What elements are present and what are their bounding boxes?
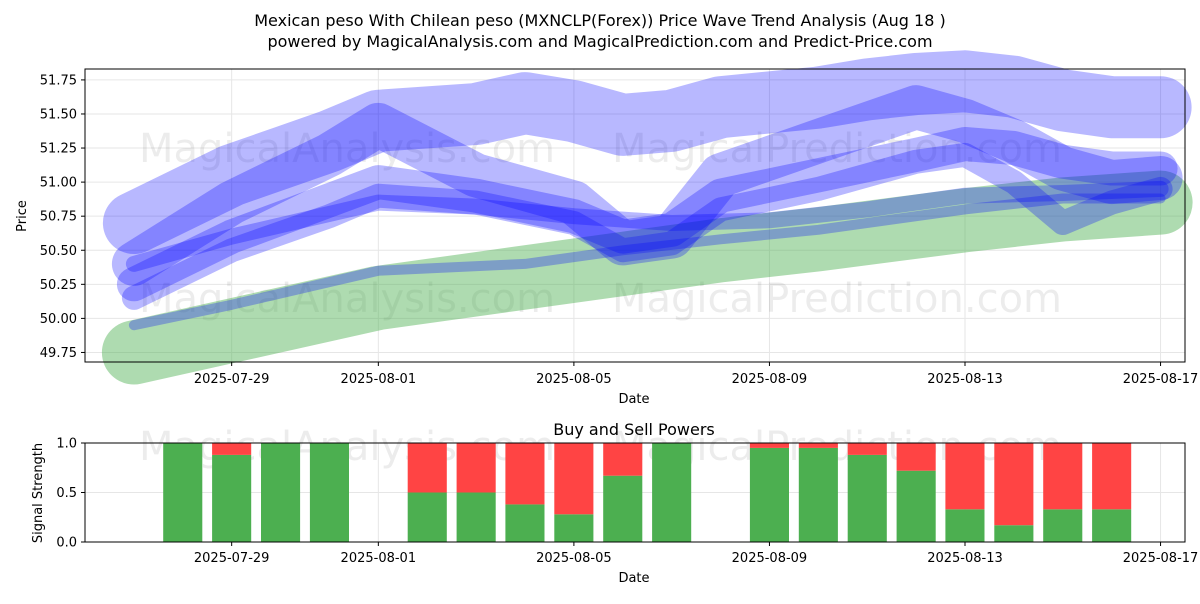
power-x-tick-label: 2025-08-05: [536, 551, 612, 566]
power-x-ticks: 2025-07-29 2025-08-01 2025-08-05 2025-08-09…: [194, 542, 1198, 566]
price-y-tick-label: 51.50: [40, 107, 77, 122]
sell-power-bar: [896, 443, 936, 471]
power-x-tick-label: 2025-07-29: [194, 551, 270, 566]
sell-power-bar: [945, 443, 985, 510]
sell-power-bar: [1043, 443, 1083, 510]
buy-power-bar: [212, 454, 252, 542]
power-x-axis-label: Date: [618, 571, 649, 586]
price-y-ticks: 49.75 50.00 50.25 50.50 50.75 51.00 51.25 51.50…: [40, 73, 85, 361]
price-blue-wave-4: [121, 142, 1173, 310]
price-x-tick-label: 2025-08-01: [341, 372, 417, 387]
buy-power-bar: [1043, 509, 1083, 542]
price-x-tick-label: 2025-08-05: [536, 372, 612, 387]
power-bars-layer: [163, 443, 1132, 542]
figure-title-line1: Mexican peso With Chilean peso (MXNCLP(F…: [254, 11, 945, 30]
power-y-tick-label: 0.0: [56, 536, 77, 551]
price-x-tick-label: 2025-08-17: [1123, 372, 1199, 387]
price-x-tick-label: 2025-07-29: [194, 372, 270, 387]
price-x-tick-label: 2025-08-09: [732, 372, 808, 387]
price-y-tick-label: 51.25: [40, 142, 77, 157]
figure-title-line2: powered by MagicalAnalysis.com and Magic…: [267, 32, 932, 51]
price-green-band: [101, 170, 1193, 385]
sell-power-bar: [407, 443, 447, 493]
power-y-axis-label: Signal Strength: [31, 443, 46, 543]
buy-power-bar: [163, 443, 203, 542]
power-x-tick-label: 2025-08-09: [732, 551, 808, 566]
power-x-tick-label: 2025-08-17: [1123, 551, 1199, 566]
sell-power-bar: [994, 443, 1034, 526]
buy-power-bar: [749, 447, 789, 542]
price-y-tick-label: 50.25: [40, 278, 77, 293]
price-y-tick-label: 50.00: [40, 312, 77, 327]
buy-power-bar: [456, 492, 496, 542]
price-y-axis-label: Price: [15, 200, 30, 232]
power-plot: Buy and Sell Powers MagicalAnalysis.com …: [31, 420, 1198, 586]
price-series-layer: [101, 50, 1193, 385]
price-blue-wave-3: [116, 127, 1178, 302]
price-plot: MagicalAnalysis.com MagicalPrediction.co…: [15, 50, 1198, 407]
power-x-tick-label: 2025-08-13: [927, 551, 1003, 566]
sell-power-bar: [749, 443, 789, 448]
sell-power-bar: [1092, 443, 1132, 510]
buy-power-bar: [994, 525, 1034, 542]
sell-power-bar: [456, 443, 496, 493]
price-y-tick-label: 49.75: [40, 346, 77, 361]
buy-power-bar: [798, 447, 838, 542]
watermark-analysis-top: MagicalAnalysis.com: [139, 126, 555, 172]
buy-power-bar: [261, 443, 301, 542]
price-y-tick-label: 51.00: [40, 176, 77, 191]
sell-power-bar: [554, 443, 594, 515]
price-blue-wave-5: [125, 180, 1169, 272]
buy-power-bar: [309, 443, 349, 542]
power-y-tick-label: 1.0: [56, 437, 77, 452]
sell-power-bar: [603, 443, 643, 476]
price-x-tick-label: 2025-08-13: [927, 372, 1003, 387]
price-blue-wave-6: [128, 193, 1166, 331]
sell-power-bar: [505, 443, 545, 505]
power-plot-title: Buy and Sell Powers: [553, 420, 715, 439]
price-blue-wave-1: [102, 50, 1192, 254]
buy-power-bar: [847, 454, 887, 542]
power-x-tick-label: 2025-08-01: [341, 551, 417, 566]
buy-power-bar: [505, 504, 545, 542]
price-x-ticks: 2025-07-29 2025-08-01 2025-08-05 2025-08-09…: [194, 362, 1198, 387]
watermark-prediction-top: MagicalPrediction.com: [612, 126, 1062, 172]
buy-power-bar: [652, 443, 692, 542]
power-y-tick-label: 0.5: [56, 486, 77, 501]
buy-power-bar: [945, 509, 985, 542]
price-grid: [85, 69, 1185, 362]
watermark-prediction-bottom: MagicalPrediction.com: [612, 276, 1062, 322]
sell-power-bar: [212, 443, 252, 455]
buy-power-bar: [896, 470, 936, 542]
buy-power-bar: [407, 492, 447, 542]
sell-power-bar: [847, 443, 887, 455]
watermark-analysis-bottom: MagicalAnalysis.com: [139, 276, 555, 322]
price-plot-background: [85, 69, 1185, 362]
sell-power-bar: [798, 443, 838, 448]
price-y-tick-label: 50.50: [40, 244, 77, 259]
price-watermarks: MagicalAnalysis.com MagicalPrediction.co…: [139, 126, 1062, 322]
power-y-ticks: 0.0 0.5 1.0: [56, 437, 85, 551]
price-blue-wave-2: [111, 85, 1183, 286]
price-y-tick-label: 50.75: [40, 210, 77, 225]
price-plot-frame: [84, 68, 1186, 363]
price-x-axis-label: Date: [618, 392, 649, 407]
buy-power-bar: [603, 475, 643, 542]
price-y-tick-label: 51.75: [40, 73, 77, 88]
buy-power-bar: [554, 514, 594, 542]
buy-power-bar: [1092, 509, 1132, 542]
